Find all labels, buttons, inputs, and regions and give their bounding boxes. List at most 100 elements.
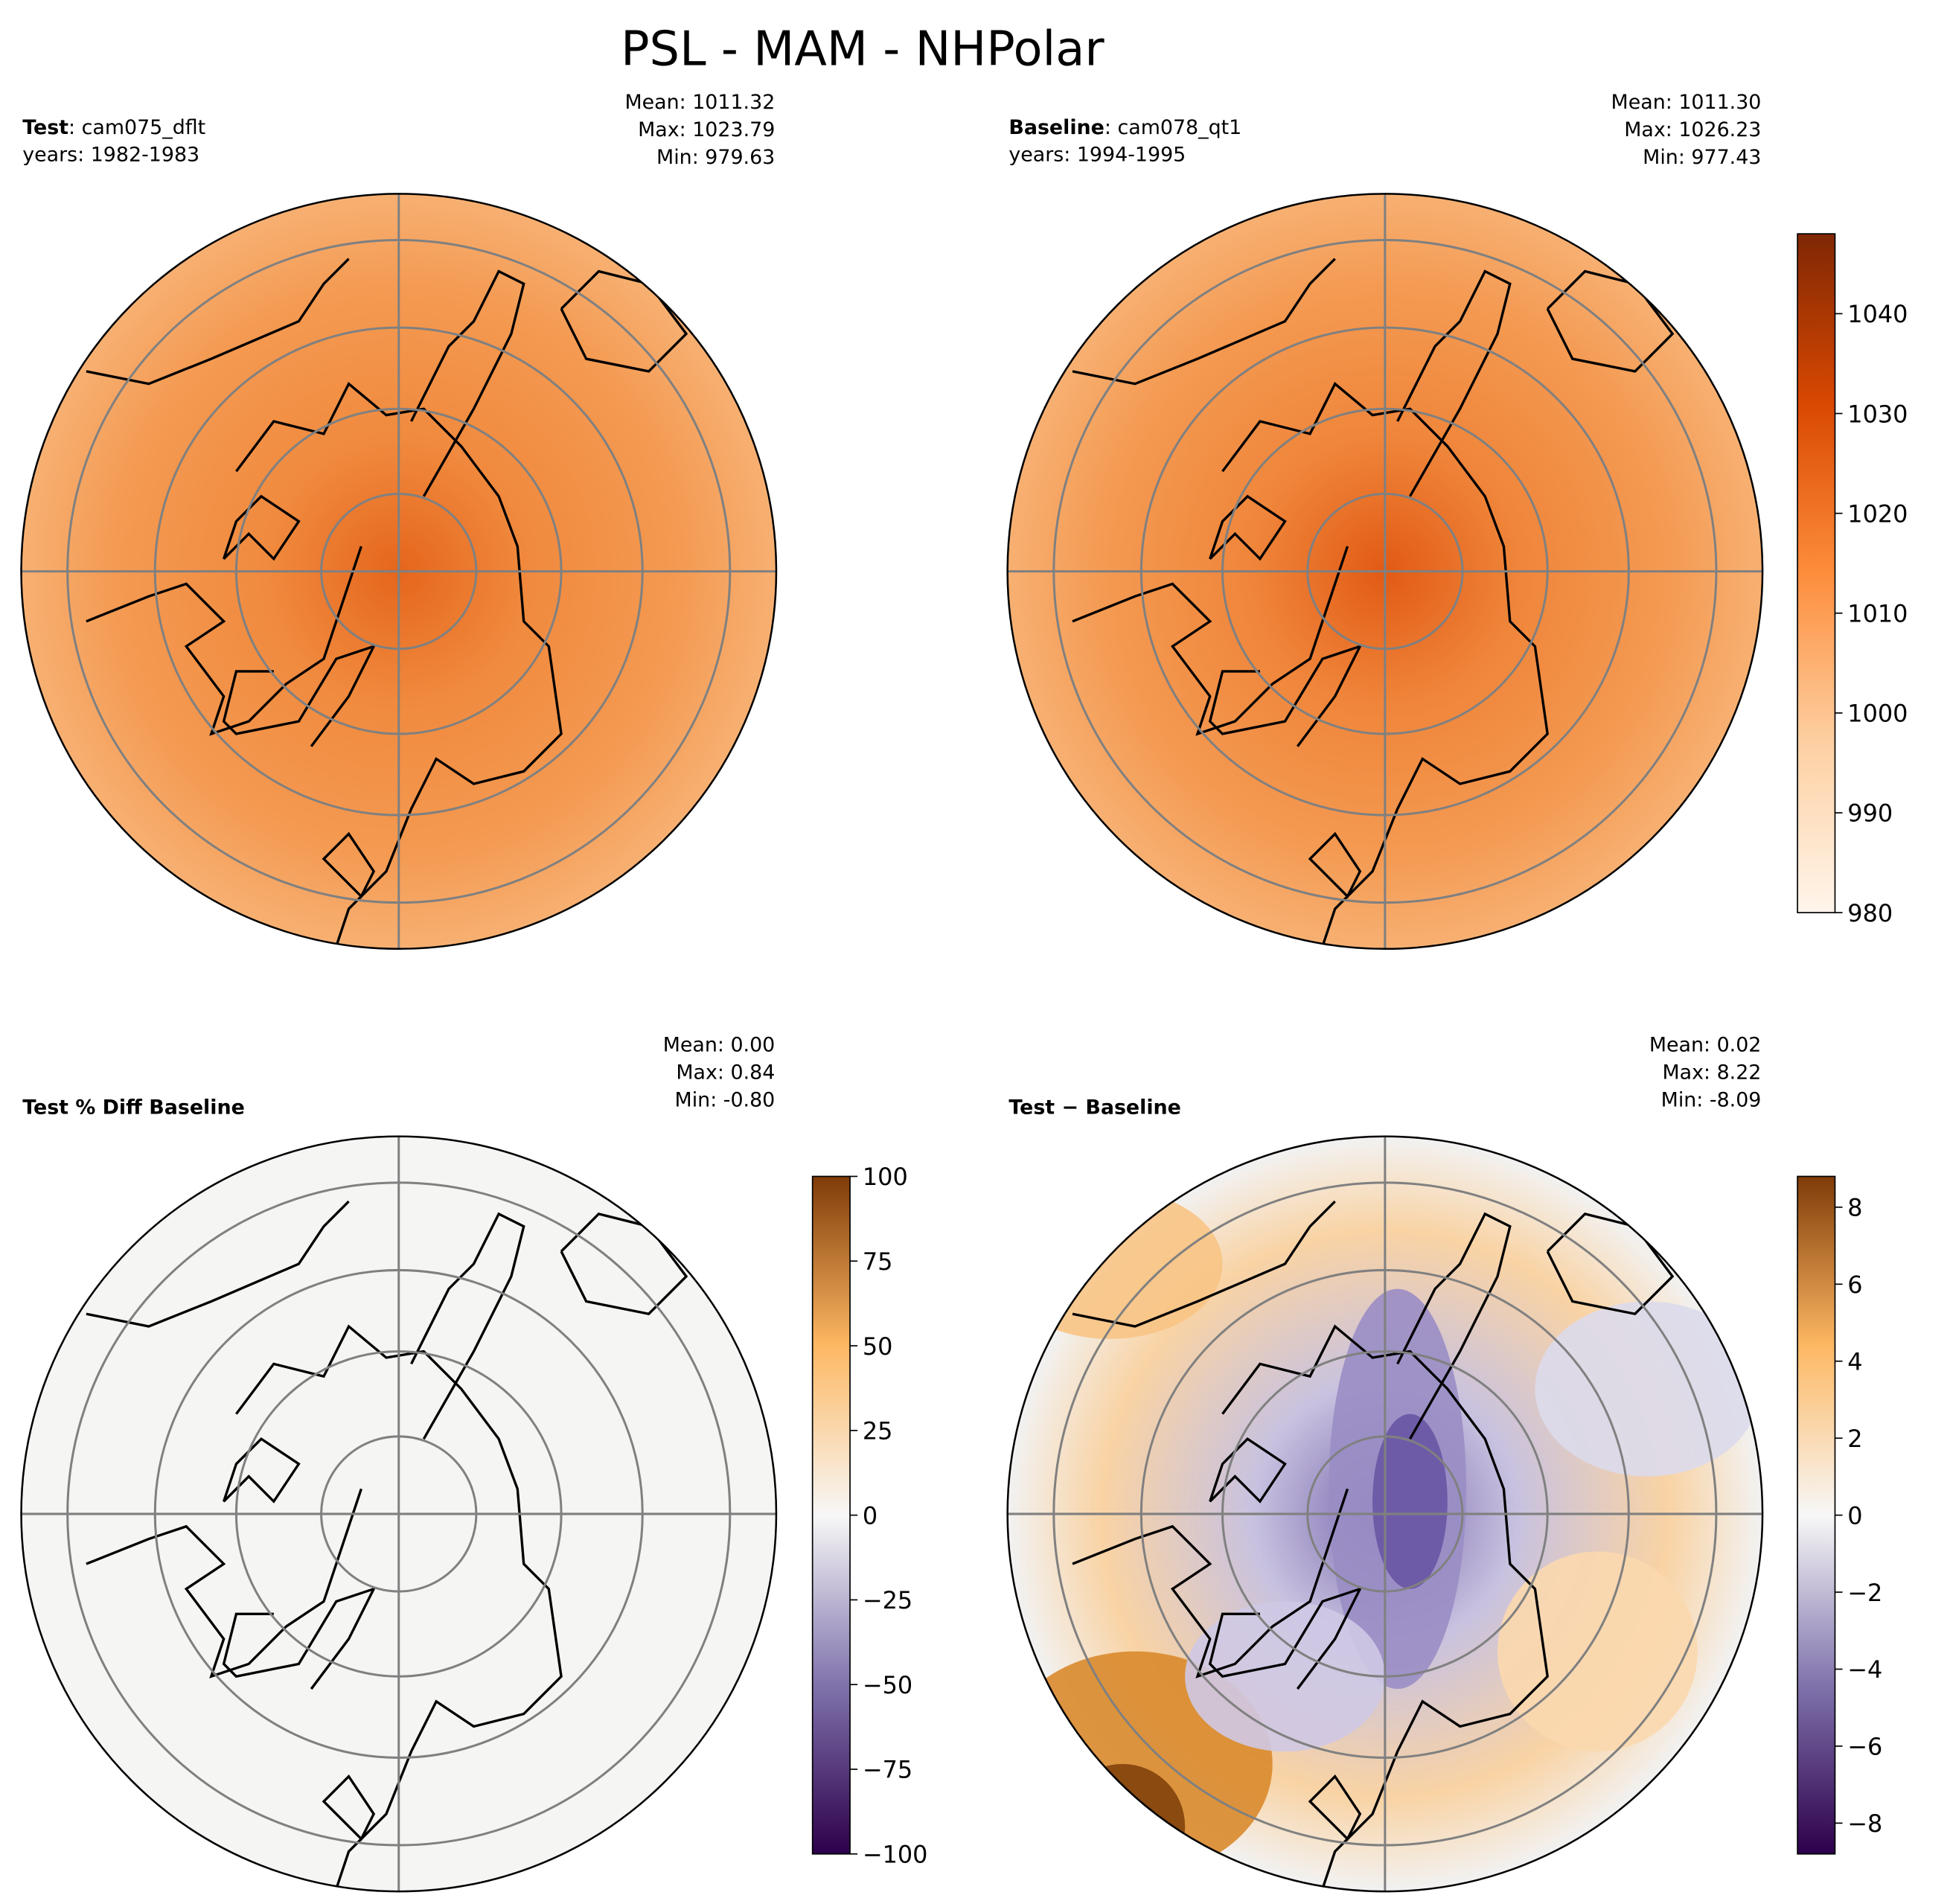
panel-title: Test % Diff Baseline — [22, 1096, 245, 1119]
colorbar-test+baseline: 980 990 1000 1010 1020 1030 1040 — [1797, 233, 1908, 927]
coastline — [86, 1488, 362, 1678]
map-boundary — [20, 193, 778, 951]
coastline — [560, 269, 688, 373]
colorbar-tick-label: −75 — [863, 1756, 912, 1784]
colorbar-tick-label: 0 — [863, 1501, 878, 1530]
positive-anomaly — [1007, 1189, 1223, 1339]
colorbar-tick-label: 990 — [1847, 799, 1893, 828]
colorbar-tick-label: 1020 — [1847, 499, 1908, 528]
coastline — [322, 831, 376, 899]
colorbar-tick-label: 75 — [863, 1247, 893, 1276]
figure-title: PSL - MAM - NHPolar — [621, 22, 1105, 77]
coastline — [560, 1212, 688, 1316]
colorbar-pctdiff: −100 −75 −50 −25 0 25 50 75 100 — [811, 1163, 928, 1869]
panel-years: years: 1994-1995 — [1008, 144, 1186, 167]
coastline — [86, 258, 350, 386]
panel-stat: Max: 8.22 — [1662, 1061, 1761, 1084]
positive-anomaly-max — [1060, 1763, 1186, 1889]
panel-stat: Min: -0.80 — [675, 1088, 776, 1111]
panel-test: Test: cam075_dflt years: 1982-1983 Mean: 1… — [20, 91, 778, 951]
coastline — [1396, 1212, 1512, 1440]
coastline — [86, 546, 362, 736]
panel-stat: Max: 1023.79 — [638, 118, 775, 141]
map-boundary — [20, 1135, 778, 1893]
colorbar-tick-label: −25 — [863, 1586, 912, 1614]
field-detail — [1072, 258, 1675, 947]
coastline — [1072, 546, 1349, 736]
colorbar-tick-label: 1000 — [1847, 700, 1908, 728]
coastline — [1208, 644, 1363, 747]
coastline — [1221, 1324, 1549, 1890]
coastline — [322, 1774, 376, 1841]
map-boundary — [1006, 193, 1764, 951]
panel-title: Test: cam075_dflt — [22, 116, 205, 139]
coastline — [86, 1200, 350, 1328]
coastline — [1221, 382, 1549, 947]
colorbar-tick-label: −100 — [863, 1841, 928, 1869]
colorbar-bar — [811, 1175, 851, 1855]
panel-title-bold: Test − Baseline — [1008, 1096, 1181, 1119]
colorbar-tick-label: 1010 — [1847, 600, 1908, 628]
coastline — [1209, 1437, 1287, 1504]
coastline — [235, 1324, 563, 1890]
coastline — [410, 269, 525, 497]
colorbar-tick-label: −8 — [1847, 1809, 1882, 1838]
coastline — [1308, 831, 1362, 899]
coastline — [222, 644, 377, 747]
negative-anomaly — [1535, 1301, 1760, 1477]
coastline — [222, 1586, 377, 1690]
panel-stat: Mean: 1011.30 — [1611, 91, 1762, 114]
colorbar-bar — [1797, 1175, 1836, 1855]
colorbar-tick-label: 100 — [863, 1163, 908, 1191]
coastline — [223, 1437, 301, 1504]
panel-title-bold: Test — [22, 116, 68, 139]
colorbar-tick-label: 0 — [1847, 1501, 1862, 1530]
negative-anomaly-min — [1372, 1413, 1448, 1589]
coastline — [1546, 1212, 1675, 1316]
colorbar-tick-label: 50 — [863, 1332, 893, 1361]
colorbar-tick-label: 4 — [1847, 1347, 1862, 1376]
coastline — [1208, 1586, 1363, 1690]
map-boundary — [1006, 1135, 1764, 1893]
field-detail — [86, 258, 688, 947]
colorbar-tick-label: −2 — [1847, 1579, 1882, 1607]
colorbar-tick-label: −4 — [1847, 1655, 1882, 1684]
panel-baseline: Baseline: cam078_qt1 years: 1994-1995 Mean… — [1006, 91, 1764, 951]
coastline — [410, 1212, 525, 1440]
coastline — [1072, 258, 1336, 386]
field-detail — [86, 1200, 688, 1890]
panel-title: Test − Baseline — [1008, 1096, 1181, 1119]
coastline — [1396, 269, 1512, 497]
panel-years: years: 1982-1983 — [22, 144, 199, 167]
panel-title-bold: Test % Diff Baseline — [22, 1096, 245, 1119]
panel-pctdiff: Test % Diff Baseline Mean: 0.00 Max: 0.84 M… — [20, 1034, 778, 1893]
panel-stat: Max: 1026.23 — [1624, 118, 1761, 141]
panel-title: Baseline: cam078_qt1 — [1008, 116, 1241, 139]
colorbar-tick-label: 1040 — [1847, 300, 1908, 328]
colorbar-diff: −8 −6 −4 −2 0 2 4 6 8 — [1797, 1175, 1882, 1855]
colorbar-tick-label: 25 — [863, 1417, 893, 1445]
positive-anomaly — [1497, 1551, 1698, 1752]
panel-stat: Mean: 0.00 — [663, 1034, 776, 1057]
coastline — [1308, 1774, 1362, 1841]
coastline — [1546, 269, 1675, 373]
panel-stat: Mean: 1011.32 — [624, 91, 775, 114]
panel-title-bold: Baseline — [1008, 116, 1105, 139]
coastline — [223, 494, 301, 561]
panel-stat: Min: -8.09 — [1661, 1088, 1762, 1111]
panel-stat: Min: 979.63 — [656, 146, 775, 169]
panel-title-case: : cam078_qt1 — [1105, 116, 1241, 139]
colorbar-tick-label: 6 — [1847, 1271, 1862, 1299]
coastline — [1072, 1488, 1349, 1678]
panel-diff: Test − Baseline Mean: 0.02 Max: 8.22 Min: -… — [1006, 1034, 1764, 1893]
coastline — [1209, 494, 1287, 561]
colorbar-tick-label: −6 — [1847, 1733, 1882, 1761]
negative-anomaly — [1185, 1601, 1385, 1752]
colorbar-tick-label: 980 — [1847, 899, 1893, 927]
colorbar-tick-label: 8 — [1847, 1194, 1862, 1222]
panel-stat: Max: 0.84 — [676, 1061, 775, 1084]
panel-stat: Mean: 0.02 — [1649, 1034, 1762, 1057]
colorbar-tick-label: 1030 — [1847, 400, 1908, 428]
coastline — [1072, 1200, 1336, 1328]
coastline — [235, 382, 563, 947]
